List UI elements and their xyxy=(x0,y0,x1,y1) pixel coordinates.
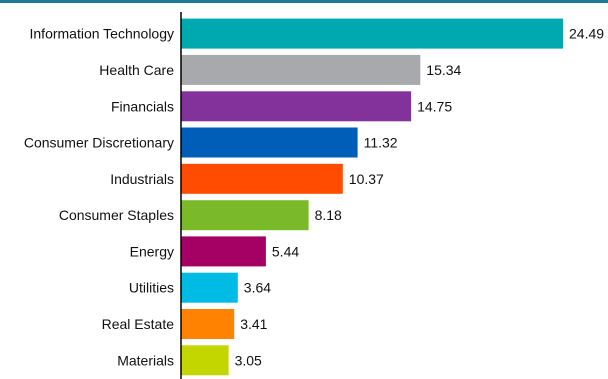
value-label: 3.64 xyxy=(244,280,271,296)
bar-consumer-staples xyxy=(181,200,309,230)
bar-information-technology xyxy=(181,19,563,49)
category-labels-group: Information Technology Health Care Financi… xyxy=(24,26,174,369)
value-label: 8.18 xyxy=(315,207,342,223)
bar-materials xyxy=(181,345,229,375)
value-label: 3.05 xyxy=(235,352,262,368)
value-label: 15.34 xyxy=(426,62,461,78)
category-label: Information Technology xyxy=(30,26,175,42)
bar-industrials xyxy=(181,164,343,194)
category-label: Industrials xyxy=(110,171,174,187)
category-label: Financials xyxy=(111,98,174,114)
bars-group xyxy=(181,19,563,376)
category-label: Consumer Discretionary xyxy=(24,135,174,151)
value-label: 10.37 xyxy=(349,171,384,187)
bar-energy xyxy=(181,236,266,266)
value-label: 14.75 xyxy=(417,98,452,114)
category-label: Consumer Staples xyxy=(59,207,174,223)
category-label: Real Estate xyxy=(102,316,175,332)
value-label: 24.49 xyxy=(569,26,604,42)
category-label: Energy xyxy=(130,243,174,259)
value-label: 11.32 xyxy=(364,135,398,151)
bar-financials xyxy=(181,91,411,121)
bar-utilities xyxy=(181,273,238,303)
bar-real-estate xyxy=(181,309,234,339)
bar-consumer-discretionary xyxy=(181,128,358,158)
bar-health-care xyxy=(181,55,420,85)
category-label: Utilities xyxy=(129,280,174,296)
value-label: 5.44 xyxy=(272,243,299,259)
category-label: Materials xyxy=(117,352,174,368)
value-label: 3.41 xyxy=(240,316,267,332)
category-label: Health Care xyxy=(99,62,174,78)
